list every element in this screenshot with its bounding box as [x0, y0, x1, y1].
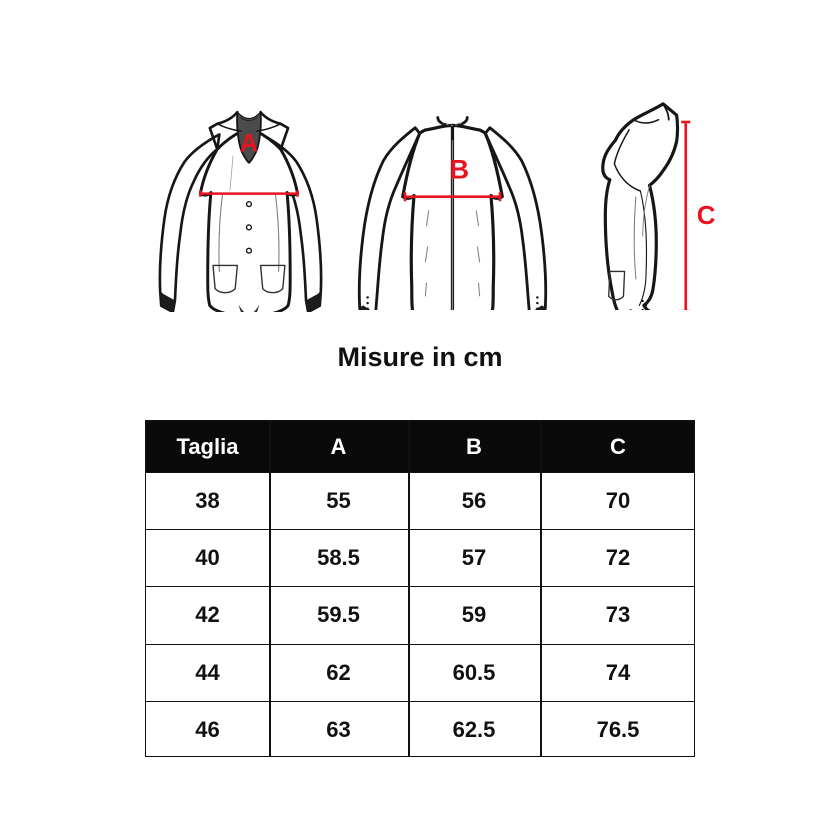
svg-text:B: B — [449, 154, 469, 185]
svg-text:A: A — [240, 129, 258, 157]
svg-text:C: C — [697, 200, 716, 230]
